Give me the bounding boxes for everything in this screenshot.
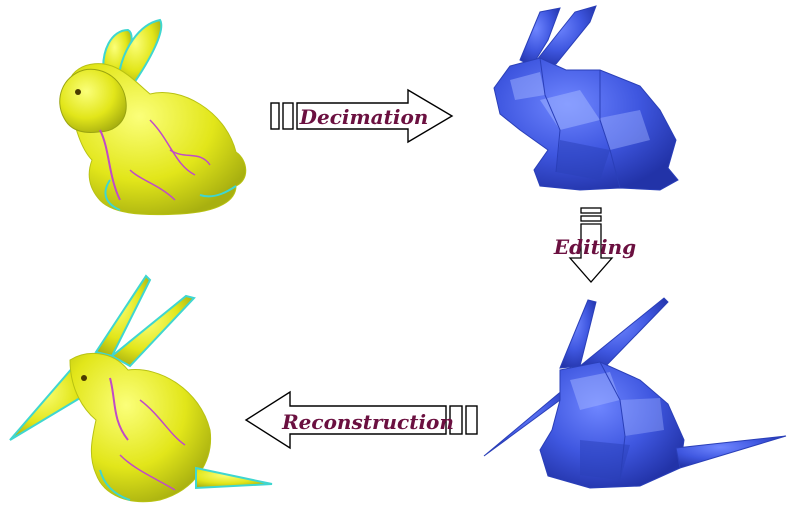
editing-arrow: Editing (553, 207, 636, 283)
decimation-arrow: Decimation (270, 88, 454, 144)
decimation-label: Decimation (299, 105, 429, 129)
edited-coarse-bunny (483, 297, 787, 489)
decimated-coarse-bunny (493, 5, 679, 191)
reconstruction-label: Reconstruction (281, 410, 454, 434)
original-detailed-bunny (59, 18, 247, 216)
reconstruction-arrow: Reconstruction (244, 390, 478, 450)
editing-label: Editing (553, 235, 636, 259)
reconstructed-detailed-bunny (9, 274, 273, 503)
